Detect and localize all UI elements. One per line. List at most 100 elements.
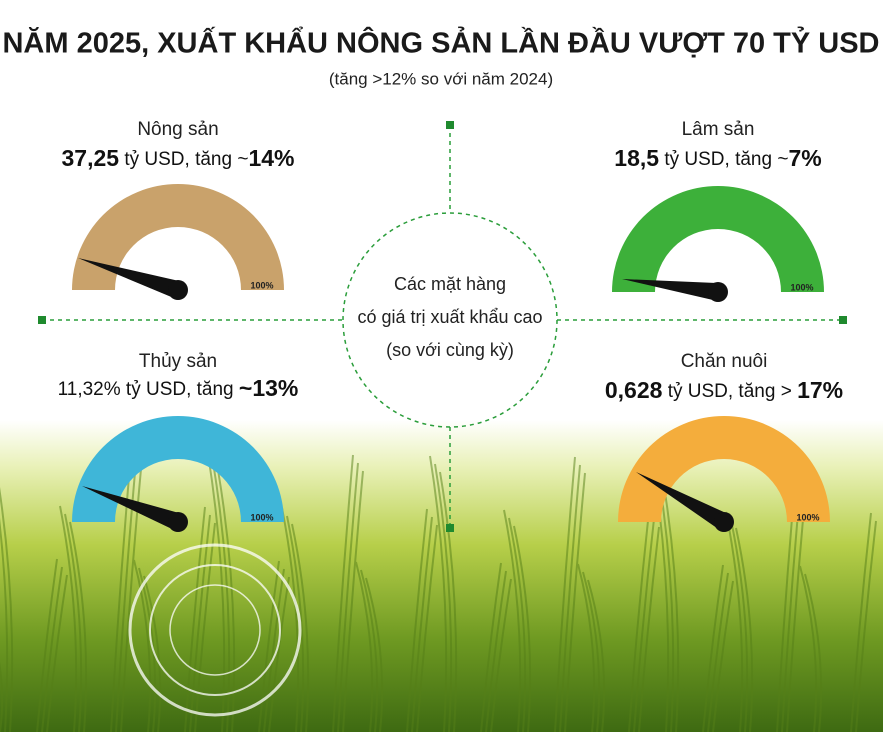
blade: [582, 571, 601, 732]
blade: [735, 527, 754, 732]
blade: [406, 508, 428, 732]
item-name: Lâm sản: [682, 119, 755, 140]
blade: [702, 564, 724, 732]
blade: [587, 579, 606, 732]
blade: [850, 512, 872, 732]
tech-circle: [128, 543, 302, 717]
blade: [355, 561, 374, 732]
detail-part: 11,32% tỷ USD, tăng: [58, 379, 239, 400]
blade: [69, 521, 88, 732]
blade: [115, 460, 137, 732]
item: Thủy sản 11,32% tỷ USD, tăng ~13% 100%: [58, 351, 299, 532]
blade: [36, 558, 58, 732]
detail-part: tỷ USD, tăng ~: [659, 149, 788, 170]
blade: [855, 520, 877, 732]
title: NĂM 2025, XUẤT KHẨU NÔNG SẢN LẦN ĐẦU VƯỢ…: [2, 26, 879, 60]
center-line: Các mặt hàng: [394, 274, 506, 294]
gauge-needle: [636, 472, 729, 530]
gauge-arc: [72, 416, 284, 522]
blade: [189, 514, 211, 732]
gauge-needle: [622, 279, 720, 301]
blade: [263, 568, 285, 732]
guide-ends: [38, 121, 847, 532]
item-detail: 11,32% tỷ USD, tăng ~13%: [58, 375, 299, 401]
blade: [360, 569, 379, 732]
blade: [577, 563, 596, 732]
blade: [434, 463, 453, 732]
gauge-hub: [168, 512, 188, 532]
blade: [628, 510, 650, 732]
blade: [59, 505, 78, 732]
blade: [217, 469, 236, 732]
gauge-label: 100%: [796, 512, 819, 522]
item: Chăn nuôi 0,628 tỷ USD, tăng > 17% 100%: [605, 351, 843, 532]
blade: [0, 517, 9, 732]
gauge-arc: [72, 184, 284, 290]
detail-part: 14%: [248, 145, 294, 171]
gauge-label: 100%: [250, 280, 273, 290]
blade: [804, 573, 823, 732]
blade: [411, 516, 433, 732]
blade: [416, 524, 438, 732]
blade: [508, 517, 527, 732]
blade: [46, 574, 68, 732]
item-detail: 18,5 tỷ USD, tăng ~7%: [614, 145, 821, 171]
gauge-needle: [82, 486, 182, 531]
blade: [268, 576, 290, 732]
subtitle: (tăng >12% so với năm 2024): [329, 69, 553, 88]
item: Nông sản 37,25 tỷ USD, tăng ~14% 100%: [62, 119, 295, 300]
blade: [207, 453, 226, 732]
detail-part: 7%: [788, 145, 821, 171]
detail-part: 37,25: [62, 145, 120, 171]
detail-part: 17%: [797, 377, 843, 403]
blade: [332, 454, 354, 732]
blade: [184, 506, 206, 732]
blade: [439, 471, 458, 732]
blade: [707, 572, 729, 732]
detail-part: 18,5: [614, 145, 659, 171]
gauge-label: 100%: [790, 282, 813, 292]
blade: [638, 526, 660, 732]
blade: [712, 580, 734, 732]
blade: [286, 515, 305, 732]
blade: [513, 525, 532, 732]
blade: [258, 560, 280, 732]
gauge-hub: [714, 512, 734, 532]
blade: [554, 456, 576, 732]
blade: [365, 577, 384, 732]
gauge-hub: [708, 282, 728, 302]
blade: [291, 523, 310, 732]
blade: [490, 578, 512, 732]
item: Lâm sản 18,5 tỷ USD, tăng ~7% 100%: [612, 119, 824, 302]
gauge-hub: [168, 280, 188, 300]
item-detail: 0,628 tỷ USD, tăng > 17%: [605, 377, 843, 403]
blade: [485, 570, 507, 732]
blade: [281, 507, 300, 732]
detail-part: tỷ USD, tăng ~: [119, 149, 248, 170]
center-line: có giá trị xuất khẩu cao: [357, 307, 542, 327]
blade: [0, 661, 4, 732]
item-name: Chăn nuôi: [681, 351, 768, 372]
blade: [661, 473, 680, 732]
blade: [143, 575, 162, 732]
dashed-guides: [42, 125, 843, 528]
blade: [337, 462, 359, 732]
blade: [633, 518, 655, 732]
gauge-arc: [612, 186, 824, 292]
blade: [730, 519, 749, 732]
blade: [503, 509, 522, 732]
blade: [110, 452, 132, 732]
item-name: Thủy sản: [139, 351, 217, 372]
blade: [559, 464, 581, 732]
blade: [799, 565, 818, 732]
detail-part: 0,628: [605, 377, 663, 403]
blade: [429, 455, 448, 732]
item-detail: 37,25 tỷ USD, tăng ~14%: [62, 145, 295, 171]
detail-part: ~13%: [239, 375, 298, 401]
blade: [725, 511, 744, 732]
blade: [0, 486, 14, 732]
center-line: (so với cùng kỳ): [386, 340, 514, 360]
blade: [342, 470, 364, 732]
blade: [194, 522, 216, 732]
blade: [133, 559, 152, 732]
